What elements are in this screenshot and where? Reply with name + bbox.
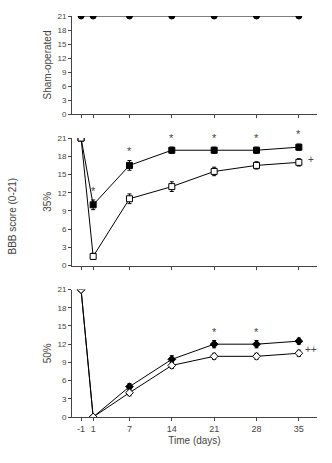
svg-text:28: 28 [252,424,262,434]
svg-text:Sham-operated: Sham-operated [42,31,53,100]
svg-text:3: 3 [62,395,67,404]
svg-text:0: 0 [62,110,67,119]
svg-text:*: * [169,132,174,144]
svg-text:BBB score (0-21): BBB score (0-21) [7,178,18,255]
svg-text:*: * [254,132,259,144]
svg-text:*: * [212,326,217,338]
svg-text:*: * [254,326,259,338]
svg-text:6: 6 [62,376,67,385]
svg-text:21: 21 [57,285,66,294]
svg-text:7: 7 [127,424,132,434]
svg-text:-1: -1 [77,424,85,434]
svg-text:*: * [212,132,217,144]
svg-text:3: 3 [62,96,67,105]
svg-text:15: 15 [57,170,66,179]
svg-text:21: 21 [57,134,66,143]
svg-text:18: 18 [57,152,66,161]
svg-text:12: 12 [57,188,66,197]
svg-text:0: 0 [62,261,67,270]
svg-text:21: 21 [209,424,219,434]
svg-text:35: 35 [294,424,304,434]
svg-text:50%: 50% [42,343,53,363]
svg-text:++: ++ [305,344,317,355]
svg-text:18: 18 [57,304,66,313]
svg-text:*: * [296,128,301,140]
svg-text:3: 3 [62,243,67,252]
svg-text:12: 12 [57,340,66,349]
svg-text:0: 0 [62,413,67,422]
svg-text:14: 14 [167,424,177,434]
svg-text:35%: 35% [42,192,53,212]
svg-text:9: 9 [62,207,67,216]
svg-text:21: 21 [57,12,66,21]
svg-text:9: 9 [62,68,67,77]
svg-text:9: 9 [62,358,67,367]
svg-text:+: + [308,154,314,165]
svg-text:15: 15 [57,322,66,331]
svg-text:12: 12 [57,54,66,63]
svg-text:6: 6 [62,82,67,91]
svg-text:Time (days): Time (days) [168,435,220,446]
svg-text:6: 6 [62,225,67,234]
svg-text:1: 1 [91,424,96,434]
svg-text:*: * [127,145,132,157]
svg-text:15: 15 [57,40,66,49]
svg-text:*: * [91,185,96,197]
svg-text:18: 18 [57,26,66,35]
